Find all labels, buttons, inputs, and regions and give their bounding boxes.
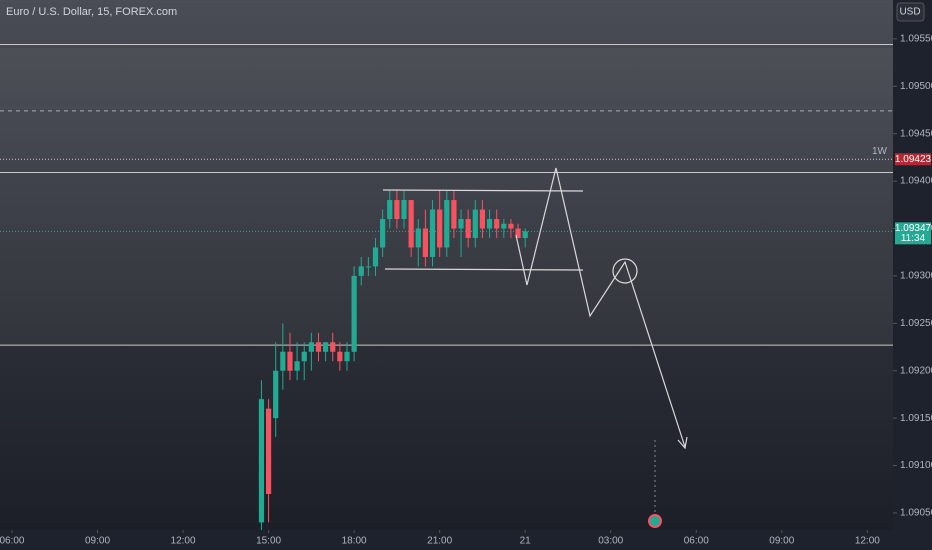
price-axis (893, 0, 932, 550)
candle-body (508, 223, 514, 229)
y-tick-label: 1.09050 (900, 508, 932, 519)
candle-body (287, 351, 293, 371)
last-price-box (895, 222, 931, 245)
arrow-head (677, 436, 688, 450)
candle-body (458, 219, 464, 229)
candle-body (308, 342, 314, 352)
candle-body (472, 209, 478, 238)
candle-body (365, 266, 371, 268)
candle-body (372, 247, 379, 267)
event-marker (648, 514, 662, 528)
candle-body (258, 399, 265, 523)
candle-body (494, 219, 500, 229)
candle-body (408, 200, 414, 248)
candle-body (479, 209, 486, 229)
y-tick-label: 1.09400 (900, 176, 932, 187)
marker-price-box (895, 153, 931, 166)
time-axis (0, 530, 893, 550)
candle-body (394, 200, 400, 220)
countdown: 11:34 (901, 233, 926, 244)
candle-body (522, 231, 528, 238)
candle-body (380, 219, 386, 248)
x-tick-label: 21 (520, 536, 532, 547)
circle (612, 258, 638, 284)
currency-button[interactable] (896, 2, 925, 22)
x-tick-label: 03:00 (598, 536, 623, 547)
candle-body (358, 266, 364, 276)
y-tick-label: 1.09100 (900, 460, 932, 471)
candle-body (301, 351, 307, 362)
currency[interactable]: USD (899, 7, 920, 18)
candle-body (387, 200, 393, 220)
candle-body (486, 219, 493, 229)
candle-body (429, 209, 436, 257)
y-tick-label: 1.09150 (900, 413, 932, 424)
x-tick-label: 06:00 (0, 536, 25, 547)
candle-body (351, 275, 357, 352)
candle-body (337, 351, 343, 362)
candle-body (401, 200, 407, 220)
x-tick-label: 15:00 (256, 536, 281, 547)
y-tick-label: 1.09500 (900, 81, 932, 92)
y-tick-label: 1.09200 (900, 365, 932, 376)
candle-body (330, 342, 336, 352)
y-tick-label: 1.09250 (900, 318, 932, 329)
candle-body (294, 361, 300, 371)
candle-body (415, 228, 421, 248)
marker-label: 1W (872, 146, 888, 157)
range-top (382, 189, 584, 192)
y-tick-label: 1.09300 (900, 271, 932, 282)
candle-body (515, 228, 521, 238)
marker-price: 1.09423 (895, 154, 932, 165)
y-tick-label: 1.09450 (900, 128, 932, 139)
candle-body (344, 351, 350, 362)
zigzag (515, 167, 686, 448)
x-tick-label: 09:00 (85, 536, 110, 547)
x-tick-label: 09:00 (769, 536, 794, 547)
candle-body (451, 200, 457, 229)
plot-background (0, 0, 893, 530)
candle-body (315, 342, 322, 352)
candle-body (273, 370, 279, 419)
x-tick-label: 06:00 (684, 536, 709, 547)
x-tick-label: 21:00 (427, 536, 452, 547)
chart-title: Euro / U.S. Dollar, 15, FOREX.com (6, 6, 177, 18)
candle-body (444, 200, 450, 248)
x-tick-label: 12:00 (855, 536, 880, 547)
candle-body (501, 223, 507, 229)
x-tick-label: 18:00 (342, 536, 367, 547)
candle-body (323, 342, 329, 352)
last-price: 1.09347 (895, 223, 932, 234)
projection-drawing (382, 167, 688, 514)
candle-body (437, 209, 443, 248)
candle-body (465, 219, 471, 238)
candle-body (280, 351, 286, 371)
candle-body (422, 228, 429, 257)
range-bottom (384, 268, 584, 271)
candle-body (265, 408, 272, 494)
x-tick-label: 12:00 (171, 536, 196, 547)
